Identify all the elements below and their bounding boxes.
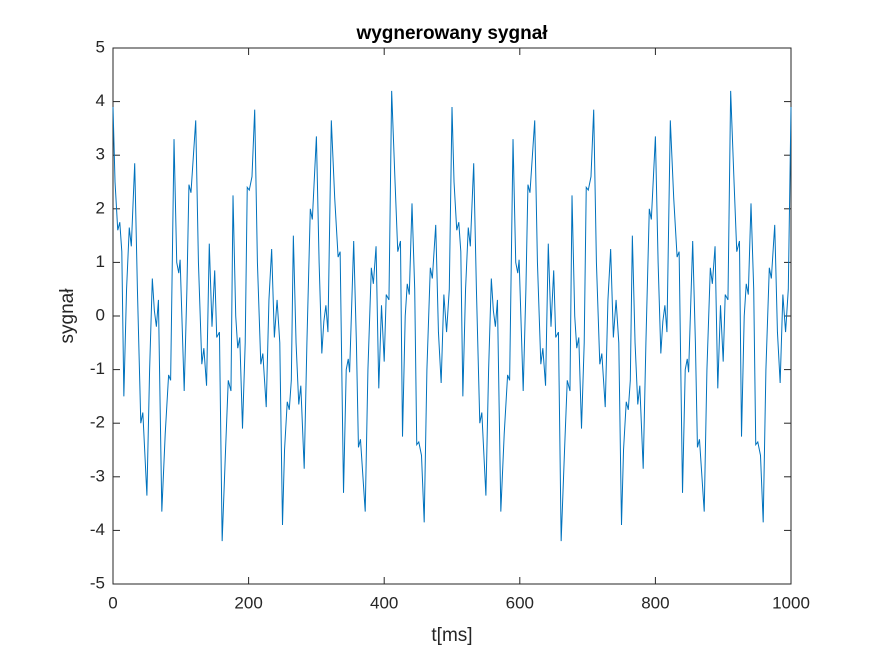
x-axis-label: t[ms]	[431, 625, 472, 646]
y-tick-label: 4	[96, 91, 105, 110]
y-tick-label: 3	[96, 145, 105, 164]
y-tick-label: -3	[90, 466, 105, 485]
y-axis-label: sygnał	[57, 288, 78, 344]
signal-line	[112, 90, 792, 542]
x-tick-label: 200	[234, 593, 262, 612]
x-tick-label: 600	[506, 593, 534, 612]
x-tick-label: 800	[641, 593, 669, 612]
y-tick-label: -5	[90, 573, 105, 592]
y-tick-label: -4	[90, 520, 105, 539]
y-tick-label: 0	[96, 305, 105, 324]
x-tick-label: 0	[108, 593, 117, 612]
y-tick-label: 5	[96, 37, 105, 56]
y-tick-label: 1	[96, 252, 105, 271]
y-tick-label: -2	[90, 413, 105, 432]
x-tick-label: 400	[370, 593, 398, 612]
x-tick-label: 1000	[772, 593, 810, 612]
y-tick-label: 2	[96, 198, 105, 217]
chart-title: wygnerowany sygnał	[355, 23, 548, 44]
y-tick-label: -1	[90, 359, 105, 378]
